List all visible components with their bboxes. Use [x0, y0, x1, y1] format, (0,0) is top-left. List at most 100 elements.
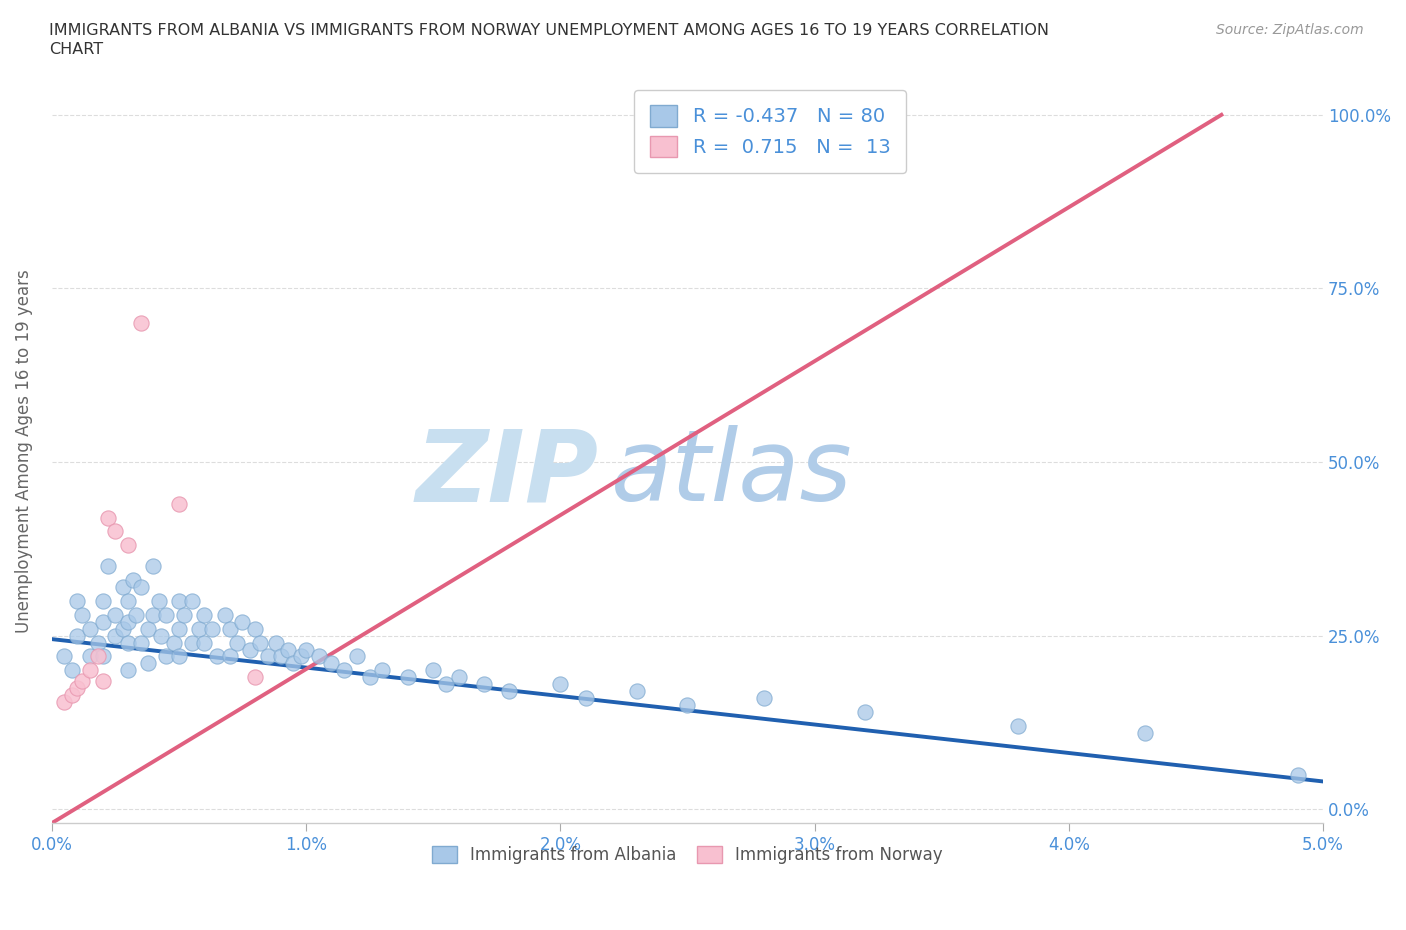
Point [243, 621, 266, 636]
Point [249, 635, 271, 650]
Point [855, 705, 877, 720]
Point [91, 593, 114, 608]
Point [167, 593, 190, 608]
Point [193, 607, 215, 622]
Point [447, 670, 470, 684]
Point [575, 691, 598, 706]
Point [150, 628, 173, 643]
Point [53, 649, 76, 664]
Point [142, 559, 165, 574]
Point [117, 538, 139, 552]
Point [155, 607, 177, 622]
Point [111, 621, 134, 636]
Point [676, 698, 699, 712]
Point [180, 635, 202, 650]
Point [308, 649, 330, 664]
Point [142, 607, 165, 622]
Point [79, 649, 101, 664]
Point [333, 663, 356, 678]
Point [167, 649, 190, 664]
Point [257, 649, 280, 664]
Point [138, 656, 160, 671]
Point [283, 656, 305, 671]
Point [104, 628, 127, 643]
Point [124, 607, 146, 622]
Point [752, 691, 775, 706]
Point [138, 621, 160, 636]
Point [129, 635, 152, 650]
Point [422, 663, 444, 678]
Point [129, 315, 152, 330]
Point [66, 593, 89, 608]
Point [91, 673, 114, 688]
Point [66, 680, 89, 695]
Point [104, 607, 127, 622]
Point [321, 656, 343, 671]
Point [359, 670, 381, 684]
Point [550, 677, 572, 692]
Point [117, 635, 139, 650]
Point [60, 687, 83, 702]
Text: ZIP: ZIP [415, 425, 599, 523]
Point [167, 621, 190, 636]
Text: CHART: CHART [49, 42, 103, 57]
Point [205, 649, 228, 664]
Point [180, 593, 202, 608]
Point [264, 635, 287, 650]
Point [1133, 725, 1156, 740]
Point [79, 663, 101, 678]
Point [91, 615, 114, 630]
Point [86, 635, 108, 650]
Point [290, 649, 312, 664]
Point [117, 593, 139, 608]
Point [214, 607, 236, 622]
Point [346, 649, 368, 664]
Point [97, 559, 120, 574]
Point [1286, 767, 1309, 782]
Text: IMMIGRANTS FROM ALBANIA VS IMMIGRANTS FROM NORWAY UNEMPLOYMENT AMONG AGES 16 TO : IMMIGRANTS FROM ALBANIA VS IMMIGRANTS FR… [49, 23, 1049, 38]
Point [239, 642, 262, 657]
Point [163, 635, 186, 650]
Point [111, 579, 134, 594]
Point [148, 593, 170, 608]
Point [66, 628, 89, 643]
Point [129, 579, 152, 594]
Point [104, 524, 127, 538]
Point [86, 649, 108, 664]
Point [60, 663, 83, 678]
Y-axis label: Unemployment Among Ages 16 to 19 years: Unemployment Among Ages 16 to 19 years [15, 270, 32, 633]
Point [97, 511, 120, 525]
Point [122, 573, 145, 588]
Point [396, 670, 419, 684]
Point [295, 642, 318, 657]
Point [72, 673, 94, 688]
Point [53, 694, 76, 709]
Point [1007, 719, 1029, 734]
Point [371, 663, 394, 678]
Point [117, 663, 139, 678]
Point [188, 621, 211, 636]
Point [117, 615, 139, 630]
Text: Source: ZipAtlas.com: Source: ZipAtlas.com [1216, 23, 1364, 37]
Point [472, 677, 495, 692]
Point [167, 497, 190, 512]
Point [155, 649, 177, 664]
Point [201, 621, 224, 636]
Point [231, 615, 253, 630]
Text: atlas: atlas [612, 425, 853, 523]
Point [79, 621, 101, 636]
Point [277, 642, 299, 657]
Point [226, 635, 249, 650]
Point [626, 684, 648, 698]
Point [91, 649, 114, 664]
Legend: Immigrants from Albania, Immigrants from Norway: Immigrants from Albania, Immigrants from… [426, 839, 949, 870]
Point [498, 684, 520, 698]
Point [72, 607, 94, 622]
Point [434, 677, 457, 692]
Point [218, 621, 240, 636]
Point [270, 649, 292, 664]
Point [218, 649, 240, 664]
Point [243, 670, 266, 684]
Point [193, 635, 215, 650]
Point [173, 607, 195, 622]
